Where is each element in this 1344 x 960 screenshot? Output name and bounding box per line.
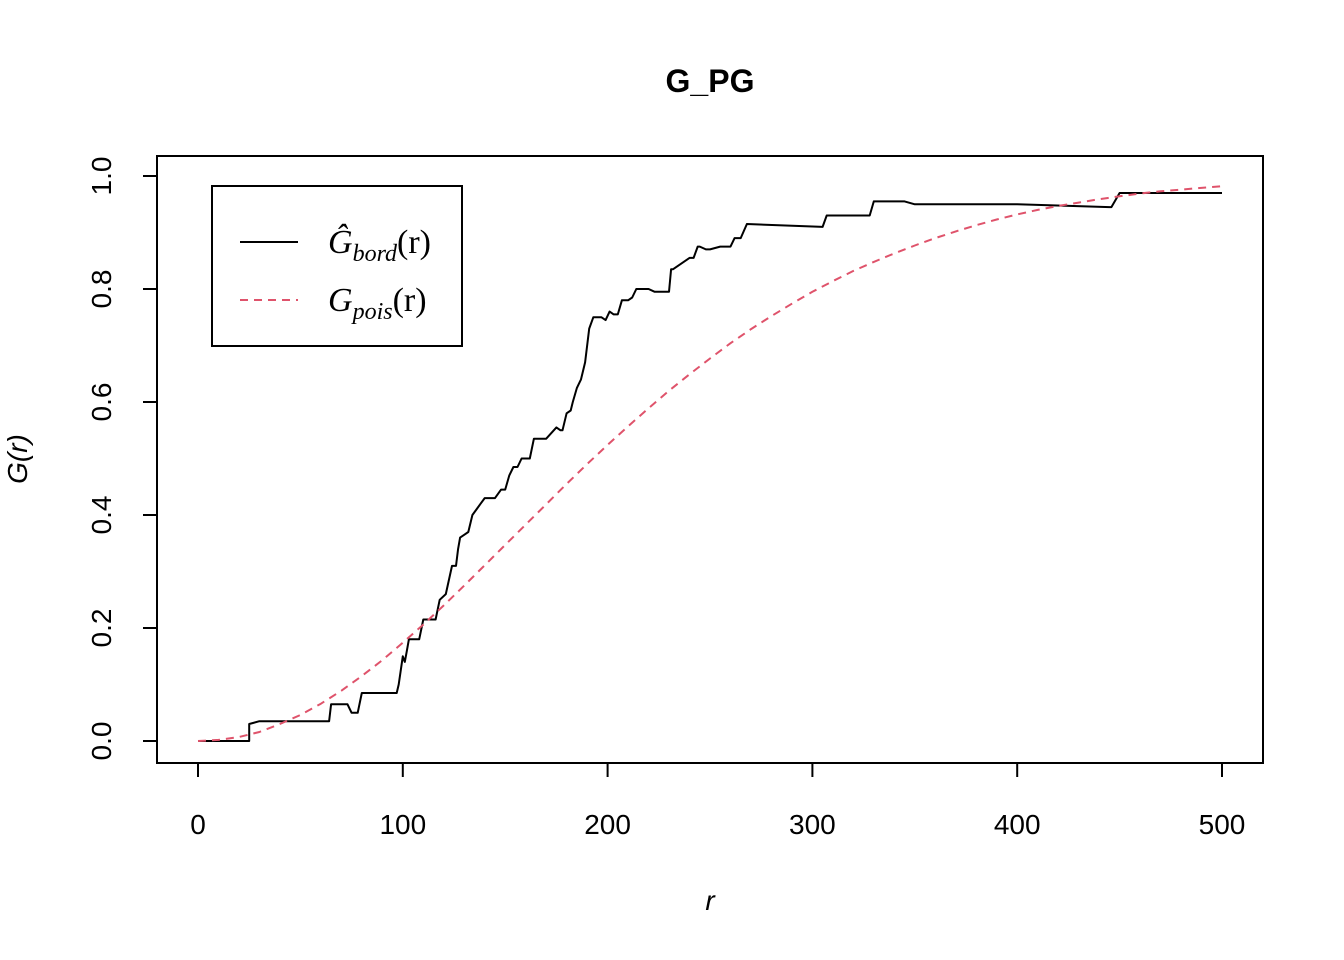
series-line-pois — [197, 185, 1223, 742]
y-tick-label: 0.6 — [86, 383, 117, 422]
x-axis-label: r — [705, 885, 716, 916]
y-axis-label: G(r) — [2, 434, 33, 484]
x-tick-label: 500 — [1199, 809, 1246, 840]
series-layer — [197, 185, 1223, 742]
legend-entry-pois: Gpois(r) — [328, 282, 427, 325]
y-tick-label: 0.8 — [86, 270, 117, 309]
y-tick-label: 0.2 — [86, 609, 117, 648]
y-tick-label: 0.0 — [86, 722, 117, 761]
legend-entry-bord: Ĝbord(r) — [328, 223, 431, 267]
x-axis: 0 100 200 300 400 500 — [190, 762, 1246, 840]
y-axis: 0.0 0.2 0.4 0.6 0.8 1.0 — [86, 157, 158, 761]
x-tick-label: 200 — [584, 809, 631, 840]
legend-box — [211, 185, 463, 347]
legend: Ĝbord(r) Gpois(r) — [211, 185, 463, 347]
x-tick-label: 400 — [994, 809, 1041, 840]
series-line-bord — [198, 192, 1222, 742]
x-tick-label: 100 — [379, 809, 426, 840]
x-tick-label: 0 — [190, 809, 206, 840]
y-tick-label: 1.0 — [86, 157, 117, 196]
chart-title: G_PG — [666, 63, 755, 99]
y-tick-label: 0.4 — [86, 496, 117, 535]
x-tick-label: 300 — [789, 809, 836, 840]
